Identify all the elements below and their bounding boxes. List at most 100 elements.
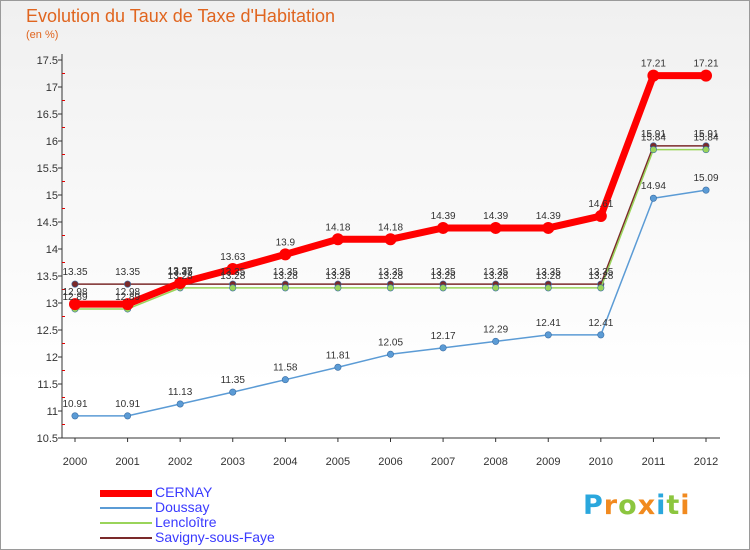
data-point [279, 248, 292, 261]
data-label: 14.94 [641, 181, 666, 192]
data-label: 13.35 [168, 267, 193, 278]
data-point [69, 298, 81, 311]
data-label: 13.35 [62, 267, 87, 278]
logo-letter: i [656, 490, 667, 521]
data-label: 13.35 [588, 267, 613, 278]
data-label: 12.89 [62, 292, 87, 303]
y-tick-label: 12 [46, 352, 58, 364]
data-label: 13.28 [588, 271, 613, 282]
x-tick-label: 2008 [483, 456, 507, 468]
data-label: 13.28 [483, 271, 508, 282]
data-label: 14.61 [588, 199, 613, 210]
logo-letter: o [618, 490, 638, 521]
data-point [71, 280, 79, 288]
data-label: 13.35 [536, 267, 561, 278]
data-label: 14.18 [378, 222, 403, 233]
data-label: 12.41 [536, 318, 561, 329]
legend-label: Lencloître [155, 514, 217, 530]
y-tick-label: 12.5 [37, 325, 58, 337]
chart-subtitle: (en %) [26, 29, 59, 41]
data-label: 13.28 [431, 271, 456, 282]
data-point [331, 233, 344, 246]
y-tick-label: 16 [46, 136, 58, 148]
data-label: 11.35 [221, 375, 246, 386]
data-point [597, 284, 605, 292]
chart-title: Evolution du Taux de Taxe d'Habitation [26, 6, 335, 26]
data-point [384, 233, 397, 246]
x-tick-label: 2007 [431, 456, 455, 468]
data-label: 13.37 [168, 266, 193, 277]
x-tick-label: 2004 [273, 456, 297, 468]
y-tick-label: 13 [46, 298, 58, 310]
x-tick-label: 2002 [168, 456, 192, 468]
data-label: 15.09 [693, 173, 718, 184]
data-point [281, 376, 289, 384]
x-tick-label: 2010 [589, 456, 613, 468]
data-point [386, 350, 394, 358]
data-label: 13.28 [220, 271, 245, 282]
data-label: 14.39 [483, 211, 508, 222]
data-label: 11.13 [168, 387, 193, 398]
data-point [124, 280, 132, 288]
data-labels-layer: 13.35 13.35 13.35 13.35 13.35 13.35 13.35 13.35… [62, 59, 718, 410]
x-tick-label: 2000 [63, 456, 87, 468]
data-point [229, 388, 237, 396]
data-label: 13.35 [483, 267, 508, 278]
data-label: 11.81 [326, 350, 351, 361]
data-point [649, 146, 657, 154]
y-tick-label: 17 [46, 82, 58, 94]
data-label: 14.39 [536, 211, 561, 222]
data-point [121, 298, 134, 311]
data-label: 10.91 [115, 399, 140, 410]
series-line [75, 145, 706, 285]
data-label: 13.9 [276, 237, 296, 248]
data-point [544, 331, 552, 339]
y-tick-label: 15 [46, 190, 58, 202]
x-tick-label: 2003 [221, 456, 245, 468]
data-label: 11.58 [273, 363, 298, 374]
x-tick-label: 2011 [642, 456, 666, 468]
series-layer [69, 69, 712, 420]
data-label: 12.89 [115, 292, 140, 303]
data-label: 13.28 [168, 271, 193, 282]
y-tick-label: 10.5 [37, 433, 58, 445]
data-point [334, 284, 342, 292]
y-tick-label: 11.5 [37, 379, 58, 391]
data-point [439, 344, 447, 352]
data-label: 12.98 [115, 287, 140, 298]
data-point [649, 194, 657, 202]
x-tick-label: 2012 [694, 456, 718, 468]
data-label: 13.28 [273, 271, 298, 282]
line-chart: 10.5 11 11.5 12 12.5 13 13.5 14 14.5 15 15.5 16 16.5… [37, 54, 720, 468]
data-point [124, 412, 132, 420]
data-point [437, 221, 450, 234]
legend-swatch [100, 489, 152, 497]
data-label: 15.91 [693, 129, 718, 140]
data-point [489, 221, 502, 234]
data-point [597, 331, 605, 339]
x-tick-label: 2005 [326, 456, 350, 468]
y-tick-label: 16.5 [37, 109, 58, 121]
data-point [702, 186, 710, 194]
logo-letter: x [637, 490, 657, 521]
data-label: 13.35 [325, 267, 350, 278]
data-point [544, 284, 552, 292]
data-label: 13.35 [220, 267, 245, 278]
data-label: 12.17 [431, 331, 456, 342]
legend-swatch [100, 522, 152, 524]
data-label: 14.18 [325, 222, 350, 233]
data-label: 13.28 [536, 271, 561, 282]
y-tick-label: 17.5 [37, 55, 58, 67]
data-label: 17.21 [641, 59, 666, 70]
data-label: 12.05 [378, 337, 403, 348]
y-tick-label: 14.5 [37, 217, 58, 229]
data-label: 12.41 [588, 318, 613, 329]
data-label: 12.98 [62, 287, 87, 298]
data-label: 15.91 [641, 129, 666, 140]
data-point [281, 284, 289, 292]
x-tick-label: 2001 [115, 456, 139, 468]
y-tick-label: 14 [46, 244, 58, 256]
y-tick-label: 13.5 [37, 271, 58, 283]
data-label: 15.84 [641, 133, 666, 144]
